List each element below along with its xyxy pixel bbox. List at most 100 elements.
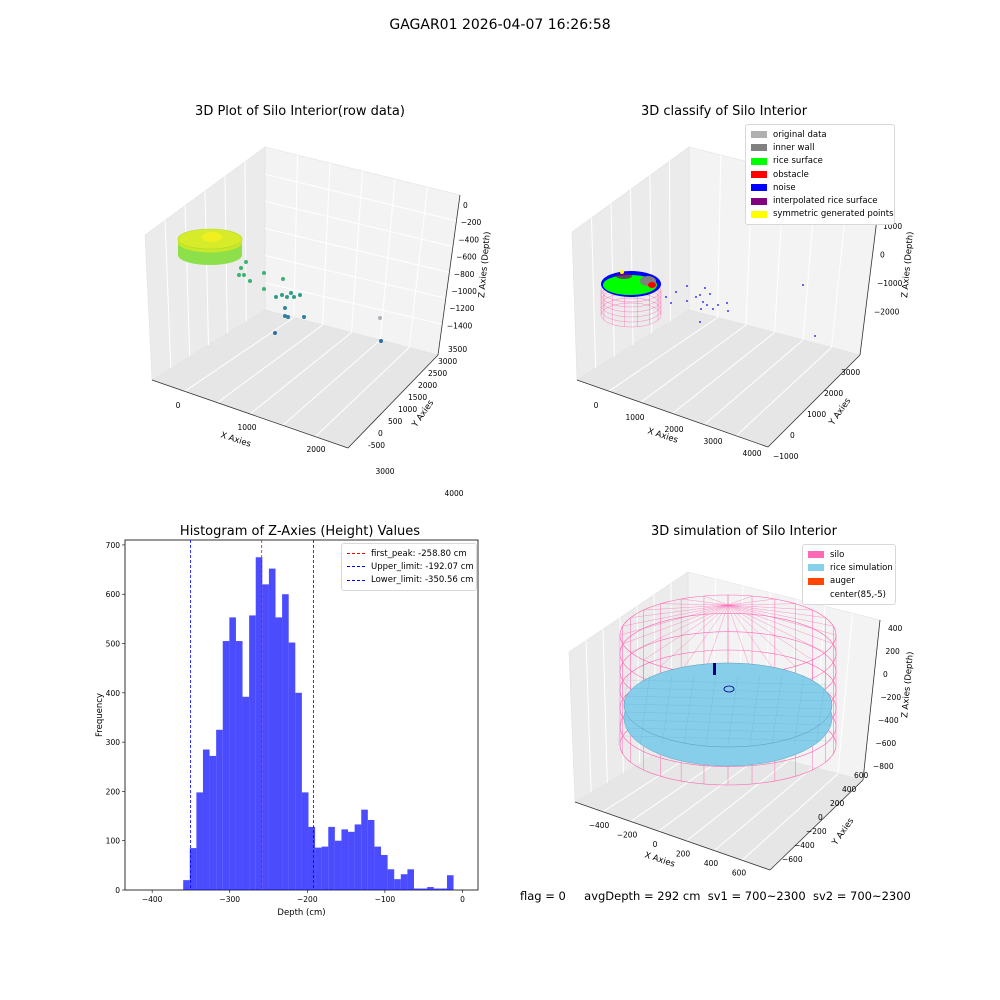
legend-entry: obstacle bbox=[751, 168, 889, 181]
x-tick-label: −400 bbox=[589, 821, 610, 830]
histogram-bar bbox=[262, 584, 269, 890]
rice-mesh-line bbox=[639, 674, 651, 746]
grid-line bbox=[264, 255, 461, 303]
rice-mesh-line bbox=[771, 674, 783, 746]
grid-line bbox=[314, 347, 410, 438]
legend-label: rice surface bbox=[773, 156, 823, 167]
z-axis-label: Z Axies (Depth) bbox=[900, 651, 916, 718]
raw-data-point bbox=[283, 306, 287, 310]
legend-entry: symmetric generated points bbox=[751, 208, 894, 221]
raw-data-point bbox=[248, 279, 252, 283]
silo-roof-strut bbox=[727, 604, 837, 636]
legend-label: rice simulation bbox=[830, 562, 893, 573]
silo-roof-strut bbox=[619, 604, 729, 636]
y-tick-label: 2000 bbox=[824, 389, 843, 398]
silo-roof-strut bbox=[630, 604, 729, 653]
x-tick-label: 0 bbox=[653, 840, 658, 849]
histogram-bar bbox=[301, 792, 309, 890]
x-tick-label: 0 bbox=[594, 401, 599, 410]
y-tick-label: 200 bbox=[830, 799, 845, 808]
x-tick-label: 1000 bbox=[237, 423, 256, 432]
legend-entry: inner wall bbox=[751, 141, 889, 154]
raw-data-point bbox=[273, 331, 277, 335]
grid-line bbox=[282, 339, 381, 426]
legend-entry: rice surface bbox=[751, 155, 889, 168]
x-tick-label: 0 bbox=[460, 895, 465, 904]
legend-line bbox=[347, 579, 365, 581]
noise-point bbox=[699, 321, 701, 323]
x-tick-label: 2000 bbox=[664, 425, 683, 434]
footer-avg-depth: avgDepth = 292 cm bbox=[584, 889, 701, 903]
y-tick-label: 400 bbox=[842, 785, 857, 794]
x-tick-label: 3000 bbox=[375, 467, 394, 476]
histogram-bar bbox=[433, 888, 441, 890]
x-tick-label: 3000 bbox=[703, 437, 722, 446]
rice-mesh-line bbox=[727, 674, 739, 746]
raw-data-point bbox=[302, 315, 306, 319]
histogram-chart: −400 −300 −200 −100 0 0 100 200 300 400 500 600 700 D… bbox=[95, 539, 479, 918]
y-tick-label: 3000 bbox=[438, 357, 457, 366]
footer-sv2: sv2 = 700~2300 bbox=[812, 889, 911, 903]
grid-line bbox=[686, 760, 789, 842]
z-tick-label: −1000 bbox=[877, 279, 903, 288]
y-tick-label: 400 bbox=[106, 689, 121, 698]
legend-entry: center(85,-5) bbox=[808, 588, 890, 601]
histogram-bar bbox=[229, 617, 236, 890]
legend-label: noise bbox=[773, 182, 796, 193]
legend-swatch bbox=[751, 210, 767, 218]
z-tick-label: −600 bbox=[456, 253, 477, 262]
y-tick-label: −400 bbox=[794, 841, 815, 850]
grid-line bbox=[264, 200, 461, 249]
legend-swatch bbox=[751, 171, 767, 179]
grid-line bbox=[244, 161, 247, 322]
grid-line bbox=[672, 332, 775, 414]
rice-mesh-line bbox=[623, 695, 833, 702]
noise-point bbox=[700, 308, 702, 310]
silo-roof-strut bbox=[660, 603, 729, 606]
histogram-bar bbox=[315, 847, 322, 890]
z-axis-line bbox=[862, 619, 881, 781]
x-tick-label: 600 bbox=[732, 869, 747, 878]
rice-mesh-line bbox=[623, 719, 833, 726]
legend-entry: Lower_limit: -350.56 cm bbox=[347, 574, 473, 587]
legend-label: symmetric generated points bbox=[773, 209, 894, 220]
x-tick-label: 4000 bbox=[444, 489, 463, 498]
grid-line bbox=[585, 640, 592, 793]
y-axis-label: Y Axies bbox=[410, 398, 437, 430]
rice-simulation-surface bbox=[623, 662, 833, 748]
x-axis-line bbox=[151, 379, 349, 449]
classify-plot-title: 3D classify of Silo Interior bbox=[640, 104, 808, 119]
y-tick-label: 100 bbox=[106, 837, 121, 846]
z-tick-label: −1000 bbox=[452, 287, 478, 296]
histogram-bar bbox=[202, 749, 210, 890]
legend-entry: noise bbox=[751, 181, 889, 194]
noise-point bbox=[726, 302, 728, 304]
silo-roof-strut bbox=[703, 595, 729, 606]
grid-line bbox=[264, 228, 461, 276]
histogram-bar bbox=[209, 755, 217, 890]
y-tick-label: 0 bbox=[818, 813, 823, 822]
raw-data-point bbox=[298, 293, 302, 297]
y-tick-label: 600 bbox=[106, 590, 121, 599]
rice-mesh-line bbox=[623, 711, 833, 718]
auger-base bbox=[723, 685, 735, 693]
grid-line bbox=[408, 186, 428, 348]
noise-point bbox=[717, 304, 719, 306]
grid-line bbox=[264, 282, 461, 329]
noise-point bbox=[695, 296, 697, 298]
y-tick-label: −600 bbox=[782, 855, 803, 864]
raw-data-point bbox=[237, 273, 241, 277]
noise-point bbox=[704, 287, 706, 289]
silo-roof-strut bbox=[727, 595, 753, 606]
raw-data-point bbox=[239, 266, 243, 270]
histogram-bar bbox=[446, 875, 454, 890]
raw-data-point bbox=[242, 273, 246, 277]
silo-roof-strut bbox=[727, 604, 834, 627]
x-tick-label: −100 bbox=[375, 895, 396, 904]
silo-roof-strut bbox=[727, 604, 826, 653]
histogram-bar bbox=[367, 820, 375, 890]
x-tick-label: −200 bbox=[297, 895, 318, 904]
z-tick-label: −1200 bbox=[449, 304, 475, 313]
footer-status: flag = 0 avgDepth = 292 cm sv1 = 700~230… bbox=[520, 889, 911, 903]
silo-roof-strut bbox=[643, 604, 729, 661]
